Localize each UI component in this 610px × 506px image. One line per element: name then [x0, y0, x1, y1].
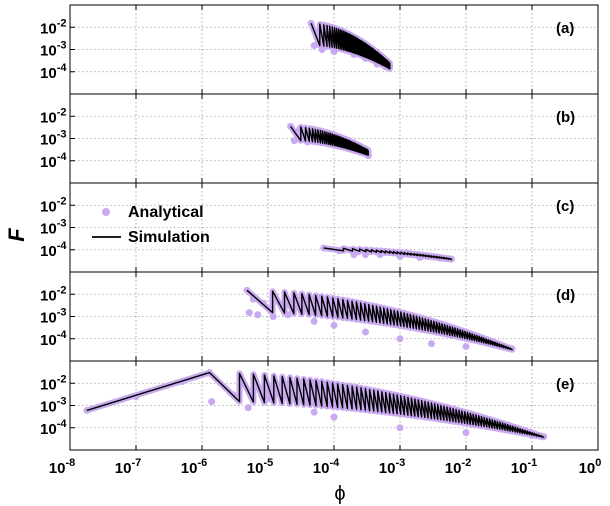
x-tick-label: 100	[579, 457, 602, 477]
analytical-point	[396, 252, 404, 260]
analytical-point	[259, 299, 267, 307]
analytical-point	[462, 342, 470, 350]
y-tick-label: 10-2	[40, 195, 66, 215]
x-axis-title: ϕ	[334, 483, 345, 505]
panel-label: (e)	[556, 376, 574, 393]
analytical-point	[244, 404, 252, 412]
legend-label: Simulation	[128, 229, 210, 246]
y-tick-label: 10-3	[40, 396, 66, 416]
simulation-series-line	[246, 289, 513, 351]
legend-label: Analytical	[128, 204, 204, 221]
panel-1: 10-2 10-310-4 (b)	[40, 93, 599, 184]
x-tick-label: 10-8	[49, 457, 75, 477]
y-tick-label: 10-3	[40, 307, 66, 327]
panel-4: 10-2 10-310-4 (e)	[40, 360, 599, 451]
analytical-point	[330, 321, 338, 329]
y-tick-label: 10-2	[40, 373, 66, 393]
panels: 10-210-310-4(a)10-210-310-4(b)10-210-310…	[40, 4, 599, 451]
x-tick-labels: 10-8 10-7 10-6 10-5 10-4 10-3 10-2 10-1 100	[49, 457, 602, 477]
y-tick-label: 10-3	[40, 129, 66, 149]
y-axis-title: F	[4, 228, 29, 242]
analytical-point	[330, 48, 338, 56]
panel-label: (b)	[556, 109, 575, 126]
y-tick-label: 10-2	[40, 284, 66, 304]
x-tick-label: 10-7	[115, 457, 141, 477]
analytical-point	[361, 251, 369, 259]
y-tick-label: 10-4	[40, 329, 67, 349]
panel-label: (c)	[556, 198, 574, 215]
y-tick-label: 10-4	[40, 151, 67, 171]
analytical-point	[320, 244, 328, 252]
x-tick-label: 10-2	[445, 457, 471, 477]
simulation-series-line	[86, 371, 545, 439]
y-tick-label: 10-4	[40, 240, 67, 260]
x-tick-label: 10-5	[247, 457, 273, 477]
y-tick-label: 10-2	[40, 106, 66, 126]
analytical-point	[330, 413, 338, 421]
panel-label: (a)	[556, 20, 574, 37]
analytical-point	[254, 311, 262, 319]
analytical-point	[396, 335, 404, 343]
analytical-point	[245, 309, 253, 317]
analytical-point	[376, 251, 384, 259]
legend-marker	[102, 208, 110, 216]
analytical-point	[208, 398, 216, 406]
analytical-point	[290, 137, 298, 145]
y-tick-label: 10-2	[40, 17, 66, 37]
panel-2: 10-2 10-310-4 (c) Analytical Simulation	[40, 182, 599, 273]
analytical-point	[361, 328, 369, 336]
y-tick-label: 10-3	[40, 40, 66, 60]
analytical-point	[508, 345, 516, 353]
panel-label: (d)	[556, 287, 575, 304]
analytical-point	[462, 429, 470, 437]
simulation-series-line	[323, 247, 453, 261]
analytical-point	[396, 424, 404, 432]
y-tick-label: 10-4	[40, 418, 67, 438]
panel-3: 10-2 10-310-4 (d)	[40, 271, 599, 362]
analytical-point	[427, 340, 435, 348]
analytical-point	[310, 42, 318, 50]
x-tick-label: 10-6	[181, 457, 207, 477]
analytical-point	[310, 317, 318, 325]
analytical-point	[269, 313, 277, 320]
x-tick-label: 10-3	[379, 457, 405, 477]
analytical-point	[318, 46, 326, 53]
x-tick-label: 10-1	[511, 457, 537, 477]
legend: Analytical Simulation	[92, 204, 210, 246]
y-tick-label: 10-3	[40, 218, 66, 238]
y-tick-label: 10-4	[40, 62, 67, 82]
panel-0: 10-2 10-310-4 (a)	[40, 4, 599, 95]
x-tick-label: 10-4	[313, 457, 340, 477]
analytical-point	[264, 395, 272, 403]
simulation-series-line	[310, 23, 391, 70]
analytical-point	[284, 311, 292, 319]
simulation-series-line	[290, 125, 369, 156]
analytical-point	[310, 408, 318, 416]
